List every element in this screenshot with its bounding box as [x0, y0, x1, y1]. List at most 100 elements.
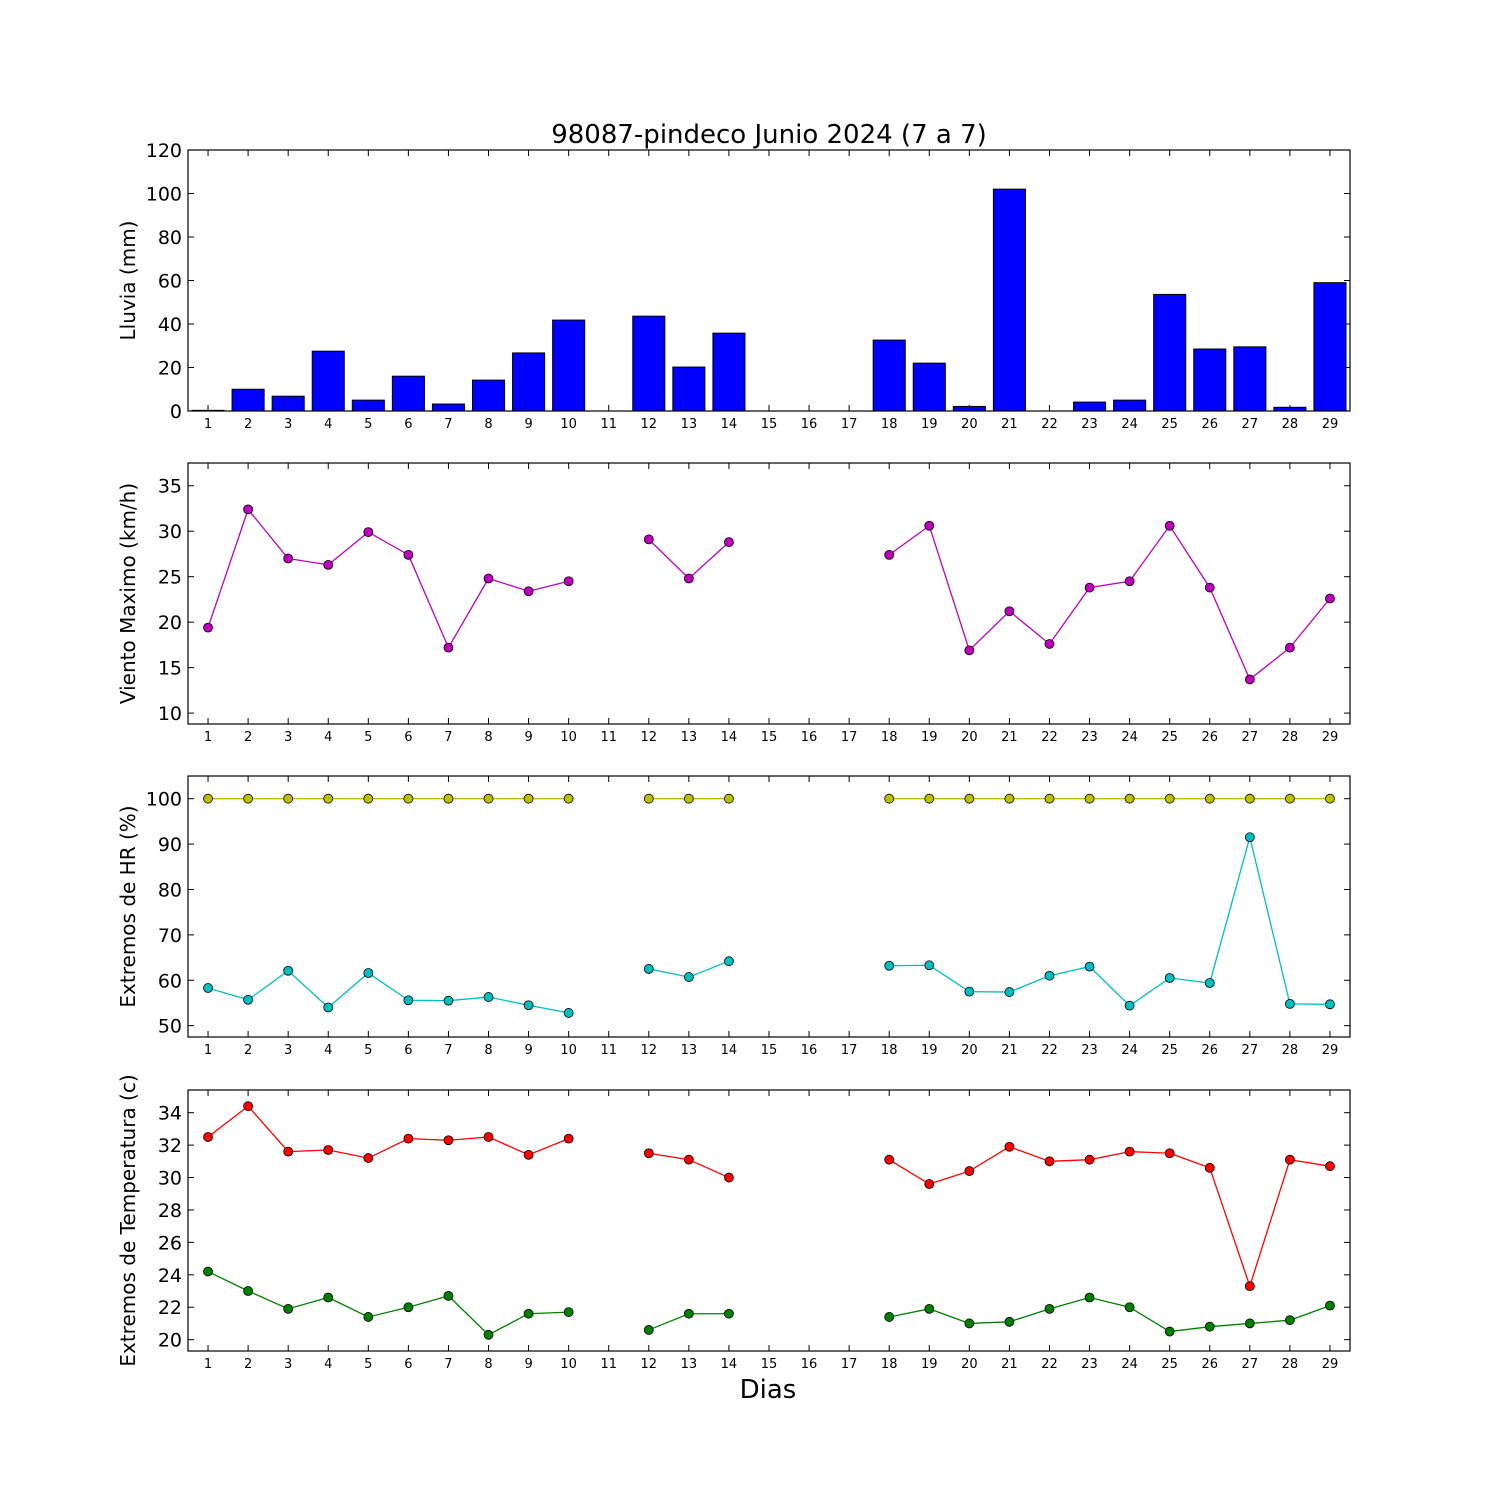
point-day-20	[964, 645, 975, 656]
x-tick-label: 9	[524, 730, 532, 745]
point-day-18	[884, 960, 895, 971]
bar-day-19	[912, 362, 946, 412]
x-tick-label: 21	[1001, 1357, 1018, 1372]
point-day-12	[643, 1148, 654, 1159]
point-day-27	[1244, 1281, 1255, 1292]
point-day-1	[203, 983, 213, 993]
point-day-8	[483, 992, 494, 1002]
point-day-12	[643, 1325, 654, 1335]
point-day-28	[1284, 1315, 1295, 1326]
point-day-23	[1084, 1154, 1095, 1165]
x-tick-label: 24	[1121, 1043, 1138, 1058]
x-tick-label: 8	[484, 1357, 492, 1372]
point-day-3	[283, 1146, 294, 1157]
x-tick-label: 10	[560, 1043, 577, 1058]
point-day-7	[443, 995, 454, 1006]
y-tick-label: 20	[158, 612, 182, 634]
x-tick-label: 5	[364, 1043, 372, 1058]
point-day-22	[1044, 1156, 1055, 1167]
point-day-7	[443, 642, 454, 653]
x-tick-label: 3	[284, 1357, 292, 1372]
point-day-19	[924, 793, 935, 804]
point-day-10	[563, 576, 574, 587]
x-tick-label: 6	[404, 1043, 412, 1058]
y-tick-label: 90	[158, 834, 182, 856]
x-tick-label: 8	[484, 730, 492, 745]
x-tick-label: 3	[284, 417, 292, 432]
point-day-14	[724, 1172, 734, 1183]
plot-frame	[187, 1089, 1351, 1352]
point-day-18	[884, 549, 895, 560]
x-tick-label: 16	[801, 1043, 818, 1058]
plot-frame	[187, 775, 1351, 1038]
x-tick-label: 9	[524, 417, 532, 432]
point-day-5	[363, 793, 374, 804]
point-day-6	[403, 1133, 414, 1144]
point-day-9	[523, 586, 534, 597]
x-tick-label: 29	[1322, 730, 1339, 745]
x-tick-label: 15	[761, 1357, 778, 1372]
x-tick-label: 12	[641, 730, 658, 745]
y-tick-label: 20	[158, 1330, 182, 1352]
point-day-2	[243, 1286, 254, 1296]
x-tick-label: 4	[324, 730, 332, 745]
y-axis-label: Viento Maximo (km/h)	[116, 483, 140, 704]
x-tick-label: 23	[1081, 417, 1098, 432]
point-day-22	[1044, 1303, 1055, 1314]
plot-frame	[187, 149, 1351, 412]
point-day-25	[1164, 973, 1175, 983]
point-day-4	[323, 559, 334, 570]
point-day-13	[683, 573, 694, 584]
series-line	[648, 538, 730, 580]
x-tick-label: 27	[1242, 1043, 1259, 1058]
y-tick-label: 30	[158, 521, 182, 543]
x-tick-label: 8	[484, 417, 492, 432]
point-day-5	[363, 968, 374, 978]
bar-day-6	[391, 375, 425, 412]
point-day-14	[724, 956, 734, 967]
x-tick-label: 16	[801, 417, 818, 432]
series-1	[203, 504, 1335, 685]
y-tick-label: 20	[158, 358, 182, 380]
point-day-28	[1284, 642, 1295, 653]
x-tick-label: 21	[1001, 417, 1018, 432]
point-day-25	[1164, 1148, 1175, 1159]
point-day-7	[443, 793, 454, 804]
bar-day-12	[632, 315, 666, 412]
point-day-23	[1084, 1292, 1095, 1303]
x-tick-label: 2	[244, 417, 252, 432]
y-tick-label: 22	[158, 1297, 182, 1319]
x-tick-label: 19	[921, 1043, 938, 1058]
point-day-25	[1164, 1326, 1175, 1337]
series-2	[203, 1266, 1335, 1340]
point-day-8	[483, 1132, 494, 1142]
x-tick-label: 20	[961, 417, 978, 432]
x-tick-label: 5	[364, 730, 372, 745]
x-tick-label: 8	[484, 1043, 492, 1058]
x-tick-label: 27	[1242, 1357, 1259, 1372]
x-tick-label: 2	[244, 1357, 252, 1372]
y-tick-label: 35	[158, 476, 182, 498]
point-day-4	[323, 1292, 334, 1303]
y-tick-label: 80	[158, 227, 182, 249]
y-tick-label: 34	[158, 1103, 182, 1125]
point-day-19	[924, 1179, 935, 1189]
x-tick-label: 7	[444, 1043, 452, 1058]
x-tick-label: 29	[1322, 1357, 1339, 1372]
bar-day-23	[1073, 401, 1107, 412]
bar-day-13	[672, 366, 706, 412]
x-tick-label: 11	[600, 1043, 617, 1058]
bar-day-27	[1233, 346, 1267, 412]
point-day-24	[1124, 793, 1135, 804]
point-day-12	[643, 964, 654, 974]
point-day-20	[964, 986, 975, 997]
x-tick-label: 25	[1161, 1357, 1178, 1372]
x-tick-label: 29	[1322, 1043, 1339, 1058]
point-day-1	[203, 1266, 213, 1277]
x-tick-label: 19	[921, 1357, 938, 1372]
y-axis-label: Extremos de Temperatura (c)	[116, 1074, 140, 1366]
y-tick-label: 60	[158, 970, 182, 992]
series-line	[889, 1296, 1331, 1333]
